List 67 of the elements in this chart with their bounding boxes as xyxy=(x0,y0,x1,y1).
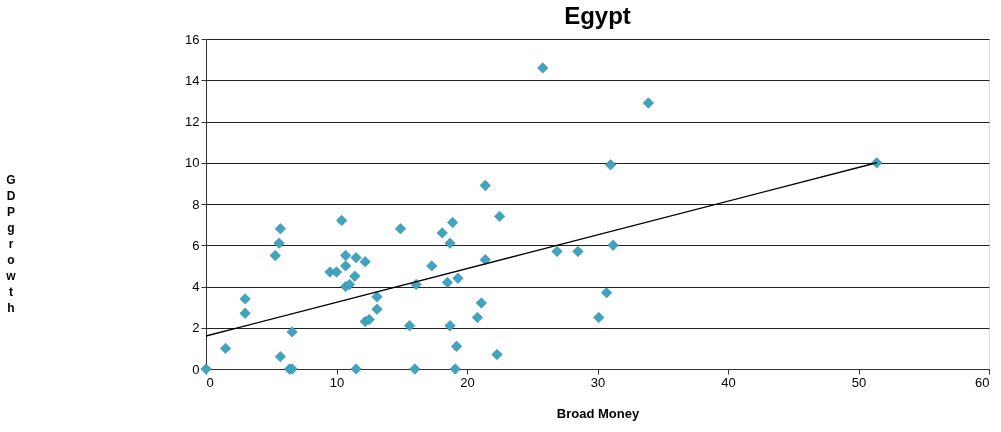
point xyxy=(350,363,362,375)
point xyxy=(363,314,375,325)
y-tick-label: 4 xyxy=(192,279,200,294)
y-tick-label: 2 xyxy=(192,320,200,336)
y-tick-label: 0 xyxy=(192,361,200,377)
point xyxy=(239,293,251,305)
x-tick-label: 50 xyxy=(851,374,867,390)
point xyxy=(572,245,584,257)
point xyxy=(452,272,464,284)
point xyxy=(475,297,487,309)
point xyxy=(340,250,352,262)
x-tick-label: 20 xyxy=(460,374,475,390)
point xyxy=(551,245,563,257)
point xyxy=(331,266,342,278)
point xyxy=(436,227,448,239)
x-tick-label: 40 xyxy=(721,374,736,390)
point xyxy=(426,260,438,272)
point xyxy=(200,363,212,375)
point xyxy=(371,303,383,315)
y-tick-label: 12 xyxy=(185,114,200,129)
point xyxy=(593,311,605,323)
point xyxy=(394,223,406,235)
x-tick-label: 30 xyxy=(590,374,606,390)
point xyxy=(344,278,356,290)
x-tick-label: 0 xyxy=(206,374,214,390)
point xyxy=(409,363,421,375)
x-tick-label: 60 xyxy=(975,374,990,390)
point xyxy=(451,340,463,352)
point xyxy=(491,349,503,361)
point xyxy=(537,62,549,74)
point xyxy=(607,239,619,251)
y-tick-label: 16 xyxy=(185,31,200,47)
y-tick-label: 14 xyxy=(185,72,200,88)
point xyxy=(479,254,491,266)
text: GDP growth xyxy=(6,172,16,315)
point xyxy=(444,320,456,332)
point xyxy=(441,276,453,288)
point xyxy=(340,260,352,272)
point xyxy=(449,363,461,375)
point xyxy=(286,326,298,338)
point xyxy=(471,311,483,323)
point xyxy=(349,270,361,282)
point xyxy=(479,179,491,191)
point xyxy=(371,291,383,303)
point xyxy=(404,320,416,332)
point xyxy=(494,210,506,222)
point xyxy=(444,237,456,249)
point xyxy=(269,250,281,262)
point xyxy=(447,217,459,229)
y-tick-label: 6 xyxy=(192,237,200,253)
chart-title: Egypt xyxy=(564,2,631,29)
point xyxy=(642,97,654,109)
point xyxy=(601,287,613,299)
point xyxy=(871,157,883,169)
x-tick-label: 10 xyxy=(329,374,345,390)
point xyxy=(274,223,286,235)
point xyxy=(220,342,232,354)
point xyxy=(273,237,285,249)
point xyxy=(336,215,348,226)
y-tick-label: 8 xyxy=(192,196,200,212)
point xyxy=(359,256,371,268)
point xyxy=(274,351,286,363)
point xyxy=(239,307,251,319)
point xyxy=(605,159,617,171)
y-tick-label: 10 xyxy=(185,155,200,171)
x-axis-title: Broad Money xyxy=(556,405,640,421)
point xyxy=(350,252,362,264)
